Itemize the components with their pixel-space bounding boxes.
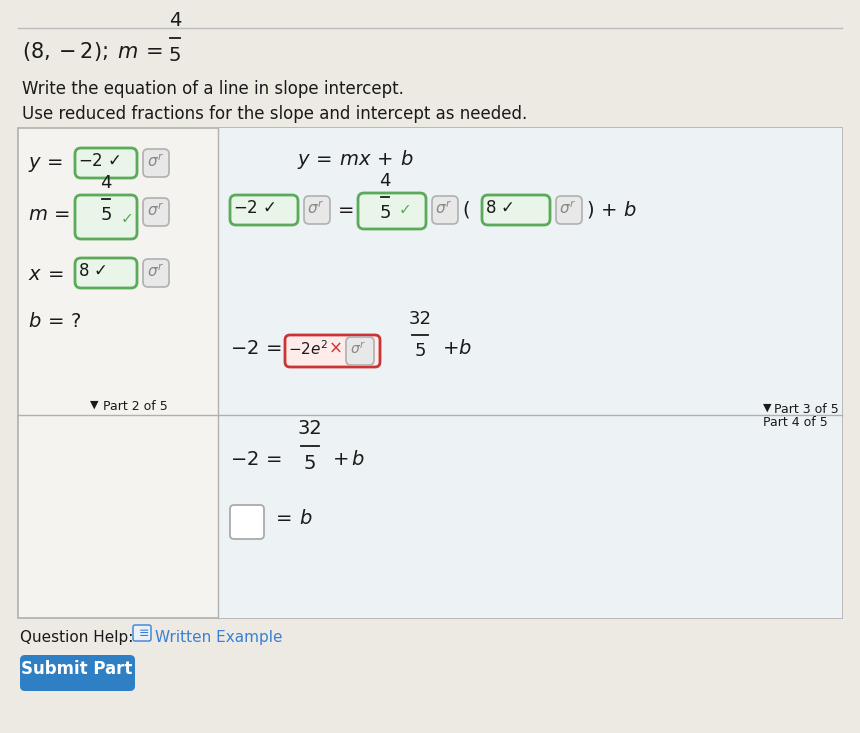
- Text: $\equiv$: $\equiv$: [136, 626, 150, 639]
- Text: $m\,=$: $m\,=$: [28, 205, 71, 224]
- FancyBboxPatch shape: [75, 195, 137, 239]
- Text: $\sigma^r$: $\sigma^r$: [147, 153, 164, 170]
- Text: $-2\;\checkmark$: $-2\;\checkmark$: [78, 152, 120, 170]
- FancyBboxPatch shape: [75, 258, 137, 288]
- Text: Part 3 of 5: Part 3 of 5: [774, 403, 838, 416]
- Text: $-2\;\checkmark$: $-2\;\checkmark$: [233, 199, 275, 217]
- FancyBboxPatch shape: [143, 198, 169, 226]
- Text: 5: 5: [101, 206, 112, 224]
- FancyBboxPatch shape: [346, 337, 374, 365]
- Text: $\sigma^r$: $\sigma^r$: [435, 200, 452, 217]
- FancyBboxPatch shape: [230, 505, 264, 539]
- Text: $(\ $: $(\ $: [462, 199, 470, 220]
- Text: 32: 32: [408, 310, 432, 328]
- Text: Write the equation of a line in slope intercept.: Write the equation of a line in slope in…: [22, 80, 404, 98]
- Text: $)\,+\,b$: $)\,+\,b$: [586, 199, 637, 220]
- FancyBboxPatch shape: [556, 196, 582, 224]
- Bar: [218, 128, 842, 618]
- Text: Question Help:: Question Help:: [20, 630, 133, 645]
- Text: $-2\,=$: $-2\,=$: [230, 339, 282, 358]
- Text: $y\,=\,mx\,+\,b$: $y\,=\,mx\,+\,b$: [297, 148, 414, 171]
- Text: $+b$: $+b$: [442, 339, 472, 358]
- Text: 5: 5: [169, 45, 181, 65]
- Text: 4: 4: [169, 11, 181, 30]
- FancyBboxPatch shape: [20, 655, 135, 691]
- Text: $\sigma^r$: $\sigma^r$: [147, 263, 164, 280]
- FancyBboxPatch shape: [143, 149, 169, 177]
- Text: ▼: ▼: [763, 403, 771, 413]
- FancyBboxPatch shape: [285, 335, 380, 367]
- Text: $(8,-2);\;m\,=$: $(8,-2);\;m\,=$: [22, 40, 163, 63]
- Text: $8\;\checkmark$: $8\;\checkmark$: [485, 199, 513, 217]
- Text: $\sigma^r$: $\sigma^r$: [350, 341, 366, 357]
- FancyBboxPatch shape: [358, 193, 426, 229]
- Text: $\checkmark$: $\checkmark$: [120, 210, 132, 225]
- Text: $\sigma^r$: $\sigma^r$: [147, 202, 164, 219]
- FancyBboxPatch shape: [143, 259, 169, 287]
- Text: Submit Part: Submit Part: [22, 660, 132, 678]
- Text: 4: 4: [379, 172, 390, 190]
- Text: Written Example: Written Example: [155, 630, 282, 645]
- Text: Use reduced fractions for the slope and intercept as needed.: Use reduced fractions for the slope and …: [22, 105, 527, 123]
- Text: Part 4 of 5: Part 4 of 5: [763, 416, 827, 429]
- Text: $\sigma^r$: $\sigma^r$: [559, 200, 576, 217]
- Text: $=$: $=$: [334, 199, 354, 218]
- Text: $x\,=$: $x\,=$: [28, 265, 64, 284]
- FancyBboxPatch shape: [432, 196, 458, 224]
- Text: $-2\,=$: $-2\,=$: [230, 450, 282, 469]
- Bar: [18, 128, 842, 618]
- Text: ▼: ▼: [90, 400, 99, 410]
- Text: $\times$: $\times$: [328, 339, 341, 357]
- Text: 32: 32: [298, 419, 322, 438]
- Text: $b\,=\,?$: $b\,=\,?$: [28, 312, 82, 331]
- Text: $\checkmark$: $\checkmark$: [398, 201, 410, 216]
- FancyBboxPatch shape: [482, 195, 550, 225]
- FancyBboxPatch shape: [75, 148, 137, 178]
- Text: $=\,b$: $=\,b$: [272, 509, 312, 528]
- Text: 5: 5: [304, 454, 316, 473]
- Text: 5: 5: [379, 205, 390, 222]
- Text: Part 2 of 5: Part 2 of 5: [103, 400, 168, 413]
- FancyBboxPatch shape: [230, 195, 298, 225]
- FancyBboxPatch shape: [304, 196, 330, 224]
- FancyBboxPatch shape: [133, 625, 151, 641]
- Text: $\sigma^r$: $\sigma^r$: [307, 200, 324, 217]
- Text: 4: 4: [101, 174, 112, 192]
- Text: $+\,b$: $+\,b$: [332, 450, 365, 469]
- Text: $y\,=$: $y\,=$: [28, 155, 64, 174]
- Text: $8\;\checkmark$: $8\;\checkmark$: [78, 262, 106, 280]
- Text: 5: 5: [415, 342, 426, 360]
- Text: $-2e^{2}$: $-2e^{2}$: [288, 339, 329, 358]
